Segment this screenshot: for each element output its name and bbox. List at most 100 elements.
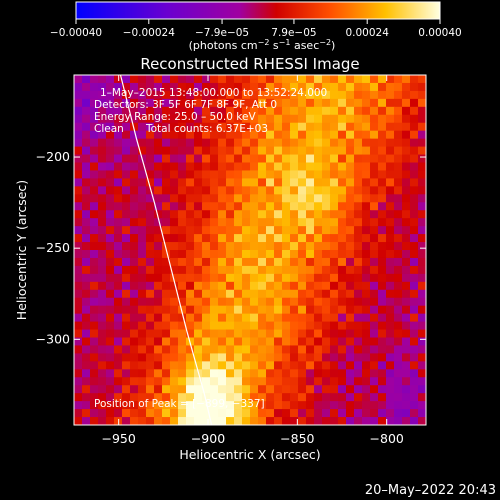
heatmap-cell <box>218 337 227 347</box>
heatmap-cell <box>322 138 331 148</box>
heatmap-cell <box>130 385 139 394</box>
heatmap-cell <box>258 257 267 267</box>
heatmap-cell <box>202 281 211 291</box>
heatmap-cell <box>354 297 363 307</box>
heatmap-cell <box>362 194 371 203</box>
heatmap-cell <box>250 417 259 425</box>
heatmap-cell <box>130 170 139 179</box>
heatmap-cell <box>178 138 187 148</box>
heatmap-cell <box>306 178 315 187</box>
heatmap-cell <box>378 186 387 195</box>
heatmap-cell <box>394 178 403 187</box>
heatmap-cell <box>370 162 379 172</box>
heatmap-cell <box>218 186 227 195</box>
heatmap-cell <box>154 90 163 100</box>
heatmap-cell <box>234 242 243 251</box>
heatmap-cell <box>298 122 307 132</box>
heatmap-cell <box>138 218 147 227</box>
heatmap-cell <box>258 130 267 140</box>
heatmap-cell <box>98 234 107 243</box>
heatmap-cell <box>138 82 147 92</box>
heatmap-cell <box>170 297 179 307</box>
heatmap-cell <box>266 234 275 243</box>
heatmap-cell <box>218 265 227 275</box>
heatmap-cell <box>170 138 179 148</box>
heatmap-cell <box>338 154 347 164</box>
heatmap-cell <box>146 401 155 410</box>
heatmap-cell <box>202 337 211 347</box>
heatmap-cell <box>298 289 307 299</box>
heatmap-cell <box>258 401 267 410</box>
heatmap-cell <box>90 146 99 156</box>
heatmap-cell <box>362 329 371 339</box>
heatmap-cell <box>378 138 387 148</box>
heatmap-cell <box>82 106 91 116</box>
heatmap-cell <box>194 353 203 362</box>
heatmap-cell <box>106 178 115 187</box>
heatmap-cell <box>418 202 426 211</box>
heatmap-cell <box>394 202 403 211</box>
heatmap-cell <box>290 202 299 211</box>
heatmap-cell <box>210 242 219 251</box>
heatmap-cell <box>90 281 99 291</box>
heatmap-cell <box>250 369 259 378</box>
heatmap-cell <box>98 353 107 362</box>
heatmap-cell <box>130 401 139 410</box>
heatmap-cell <box>74 361 83 370</box>
heatmap-cell <box>106 289 115 299</box>
heatmap-cell <box>138 393 147 402</box>
heatmap-cell <box>282 337 291 347</box>
heatmap-cell <box>290 409 299 418</box>
heatmap-cell <box>418 98 426 108</box>
heatmap-cell <box>274 337 283 347</box>
heatmap-cell <box>250 226 259 235</box>
heatmap-cell <box>402 210 411 219</box>
heatmap-cell <box>402 98 411 108</box>
heatmap-cell <box>402 321 411 331</box>
heatmap-cell <box>154 393 163 402</box>
heatmap-cell <box>370 361 379 370</box>
heatmap-cell <box>290 329 299 339</box>
heatmap-cell <box>410 82 419 92</box>
heatmap-cell <box>402 170 411 179</box>
heatmap-cell <box>218 194 227 203</box>
heatmap-cell <box>162 106 171 116</box>
heatmap-cell <box>306 313 315 323</box>
heatmap-cell <box>250 305 259 315</box>
heatmap-cell <box>242 122 251 132</box>
heatmap-cell <box>146 242 155 251</box>
heatmap-cell <box>154 75 163 84</box>
heatmap-cell <box>210 297 219 307</box>
heatmap-cell <box>274 114 283 124</box>
heatmap-cell <box>290 98 299 108</box>
heatmap-cell <box>298 305 307 315</box>
heatmap-cell <box>194 130 203 140</box>
heatmap-cell <box>90 393 99 402</box>
heatmap-cell <box>178 75 187 84</box>
heatmap-cell <box>226 353 235 362</box>
heatmap-cell <box>394 106 403 116</box>
heatmap-cell <box>378 250 387 259</box>
heatmap-cell <box>418 377 426 386</box>
heatmap-cell <box>386 297 395 307</box>
heatmap-cell <box>154 329 163 339</box>
heatmap-cell <box>314 281 323 291</box>
heatmap-cell <box>394 130 403 140</box>
heatmap-cell <box>290 130 299 140</box>
heatmap-cell <box>194 194 203 203</box>
heatmap-cell <box>314 82 323 92</box>
heatmap-cell <box>314 273 323 283</box>
heatmap-cell <box>314 417 323 425</box>
heatmap-cell <box>354 210 363 219</box>
heatmap-cell <box>186 401 195 410</box>
heatmap-cell <box>170 345 179 354</box>
heatmap-cell <box>226 242 235 251</box>
heatmap-cell <box>162 130 171 140</box>
heatmap-cell <box>314 98 323 108</box>
heatmap-cell <box>298 234 307 243</box>
heatmap-cell <box>410 401 419 410</box>
heatmap-cell <box>370 114 379 124</box>
heatmap-cell <box>362 345 371 354</box>
heatmap-cell <box>282 170 291 179</box>
heatmap-cell <box>378 385 387 394</box>
